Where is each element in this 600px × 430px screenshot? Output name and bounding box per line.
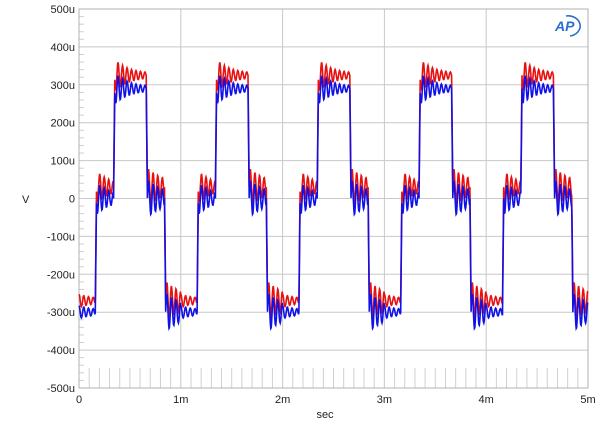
y-tick-label: 400u [51,42,75,54]
grid-lines [79,9,588,388]
x-tick-label: 0 [76,394,82,406]
y-tick-label: -400u [47,345,75,357]
y-tick-label: -500u [47,383,75,395]
y-tick-label: 100u [51,156,75,168]
series-group [78,62,589,331]
y-tick-label: -300u [47,307,75,319]
y-tick-label: -100u [47,231,75,243]
logo-text: AP [554,18,575,34]
x-tick-label: 2m [275,394,290,406]
y-tick-label: 0 [69,194,75,206]
y-tick-label: -200u [47,269,75,281]
y-tick-labels: 500u 400u 300u 200u 100u 0 -100u -200u -300u -400… [47,4,75,395]
blue-trace [78,75,589,331]
x-tick-labels: 0 1m 2m 3m 4m 5m [76,394,596,406]
ap-logo-icon: AP [554,15,581,37]
plot-frame [78,8,589,389]
x-tick-label: 4m [479,394,494,406]
y-axis-title: V [22,194,30,206]
y-tick-label: 300u [51,80,75,92]
x-tick-label: 3m [377,394,392,406]
minor-ticks [79,16,579,388]
x-tick-label: 5m [580,394,595,406]
y-tick-label: 200u [51,118,75,130]
x-axis-title: sec [316,409,334,421]
x-tick-label: 1m [173,394,188,406]
y-tick-label: 500u [51,4,75,16]
